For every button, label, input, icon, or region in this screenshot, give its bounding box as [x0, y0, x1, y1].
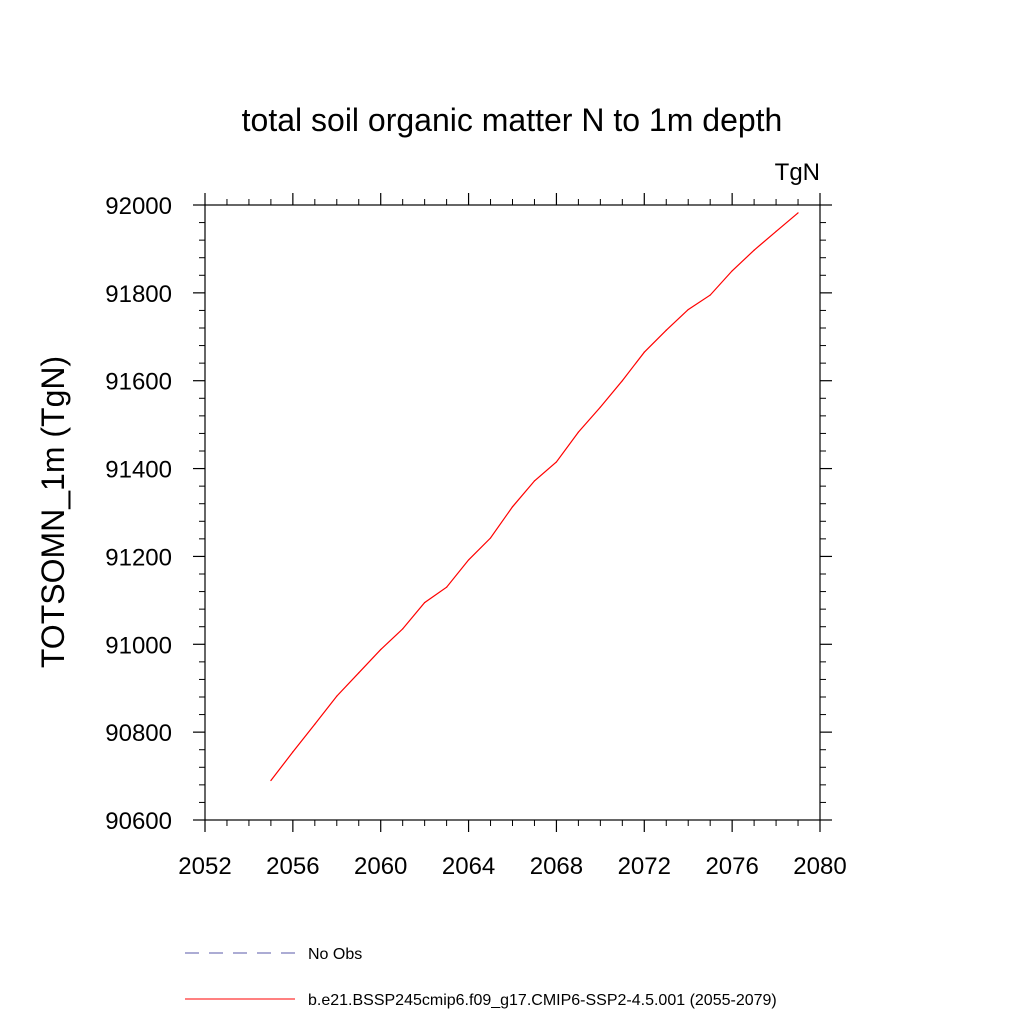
data-point: [424, 601, 426, 604]
data-point: [753, 249, 755, 251]
series-lines: [270, 212, 799, 782]
y-axis-label: TOTSOMN_1m (TgN): [35, 356, 71, 668]
data-point: [489, 537, 492, 539]
legend: No Obs b.e21.BSSP245cmip6.f09_g17.CMIP6-S…: [185, 946, 777, 1009]
x-tick-label: 2072: [618, 853, 671, 880]
data-point: [380, 648, 382, 651]
legend-label: b.e21.BSSP245cmip6.f09_g17.CMIP6-SSP2-4.…: [308, 992, 777, 1009]
y-tick-label: 91800: [105, 281, 172, 308]
x-tick-label: 2080: [793, 853, 846, 880]
data-point: [292, 751, 294, 753]
data-point: [511, 506, 514, 508]
x-tick-label: 2056: [266, 853, 319, 880]
y-tick-label: 91200: [105, 544, 172, 571]
data-point: [270, 779, 272, 782]
data-point: [709, 294, 711, 296]
data-point: [797, 212, 799, 214]
units-label: TgN: [775, 159, 820, 186]
x-tick-label: 2068: [530, 853, 583, 880]
series-line: [270, 212, 799, 781]
data-point: [446, 586, 448, 588]
data-point: [599, 406, 601, 408]
data-point: [731, 270, 733, 272]
legend-label: No Obs: [308, 946, 362, 963]
y-tick-labels: 90600 90800 91000 91200 91400 91600 91800 92000: [105, 193, 172, 835]
y-tick-label: 91600: [105, 369, 172, 396]
data-point: [358, 672, 360, 674]
x-tick-label: 2060: [354, 853, 407, 880]
chart-title: total soil organic matter N to 1m depth: [242, 102, 783, 138]
y-tick-label: 91400: [105, 457, 172, 484]
data-point: [643, 351, 645, 353]
data-point: [336, 695, 338, 697]
data-point: [533, 480, 536, 482]
axis-ticks: [193, 193, 832, 832]
data-point: [314, 723, 316, 725]
data-point: [687, 308, 689, 311]
data-point: [402, 628, 404, 630]
plot-frame: [204, 204, 821, 821]
y-tick-label: 92000: [105, 193, 172, 220]
data-point: [665, 329, 667, 331]
data-point: [467, 559, 470, 561]
x-tick-label: 2064: [442, 853, 495, 880]
data-point: [577, 431, 579, 433]
x-tick-labels: 2052 2056 2060 2064 2068 2072 2076 2080: [178, 853, 846, 880]
y-tick-label: 90600: [105, 808, 172, 835]
y-tick-label: 91000: [105, 632, 172, 659]
data-point: [555, 461, 558, 463]
x-tick-label: 2076: [705, 853, 758, 880]
data-point: [621, 380, 623, 382]
y-tick-label: 90800: [105, 720, 172, 747]
x-tick-label: 2052: [178, 853, 231, 880]
data-point: [775, 230, 777, 232]
